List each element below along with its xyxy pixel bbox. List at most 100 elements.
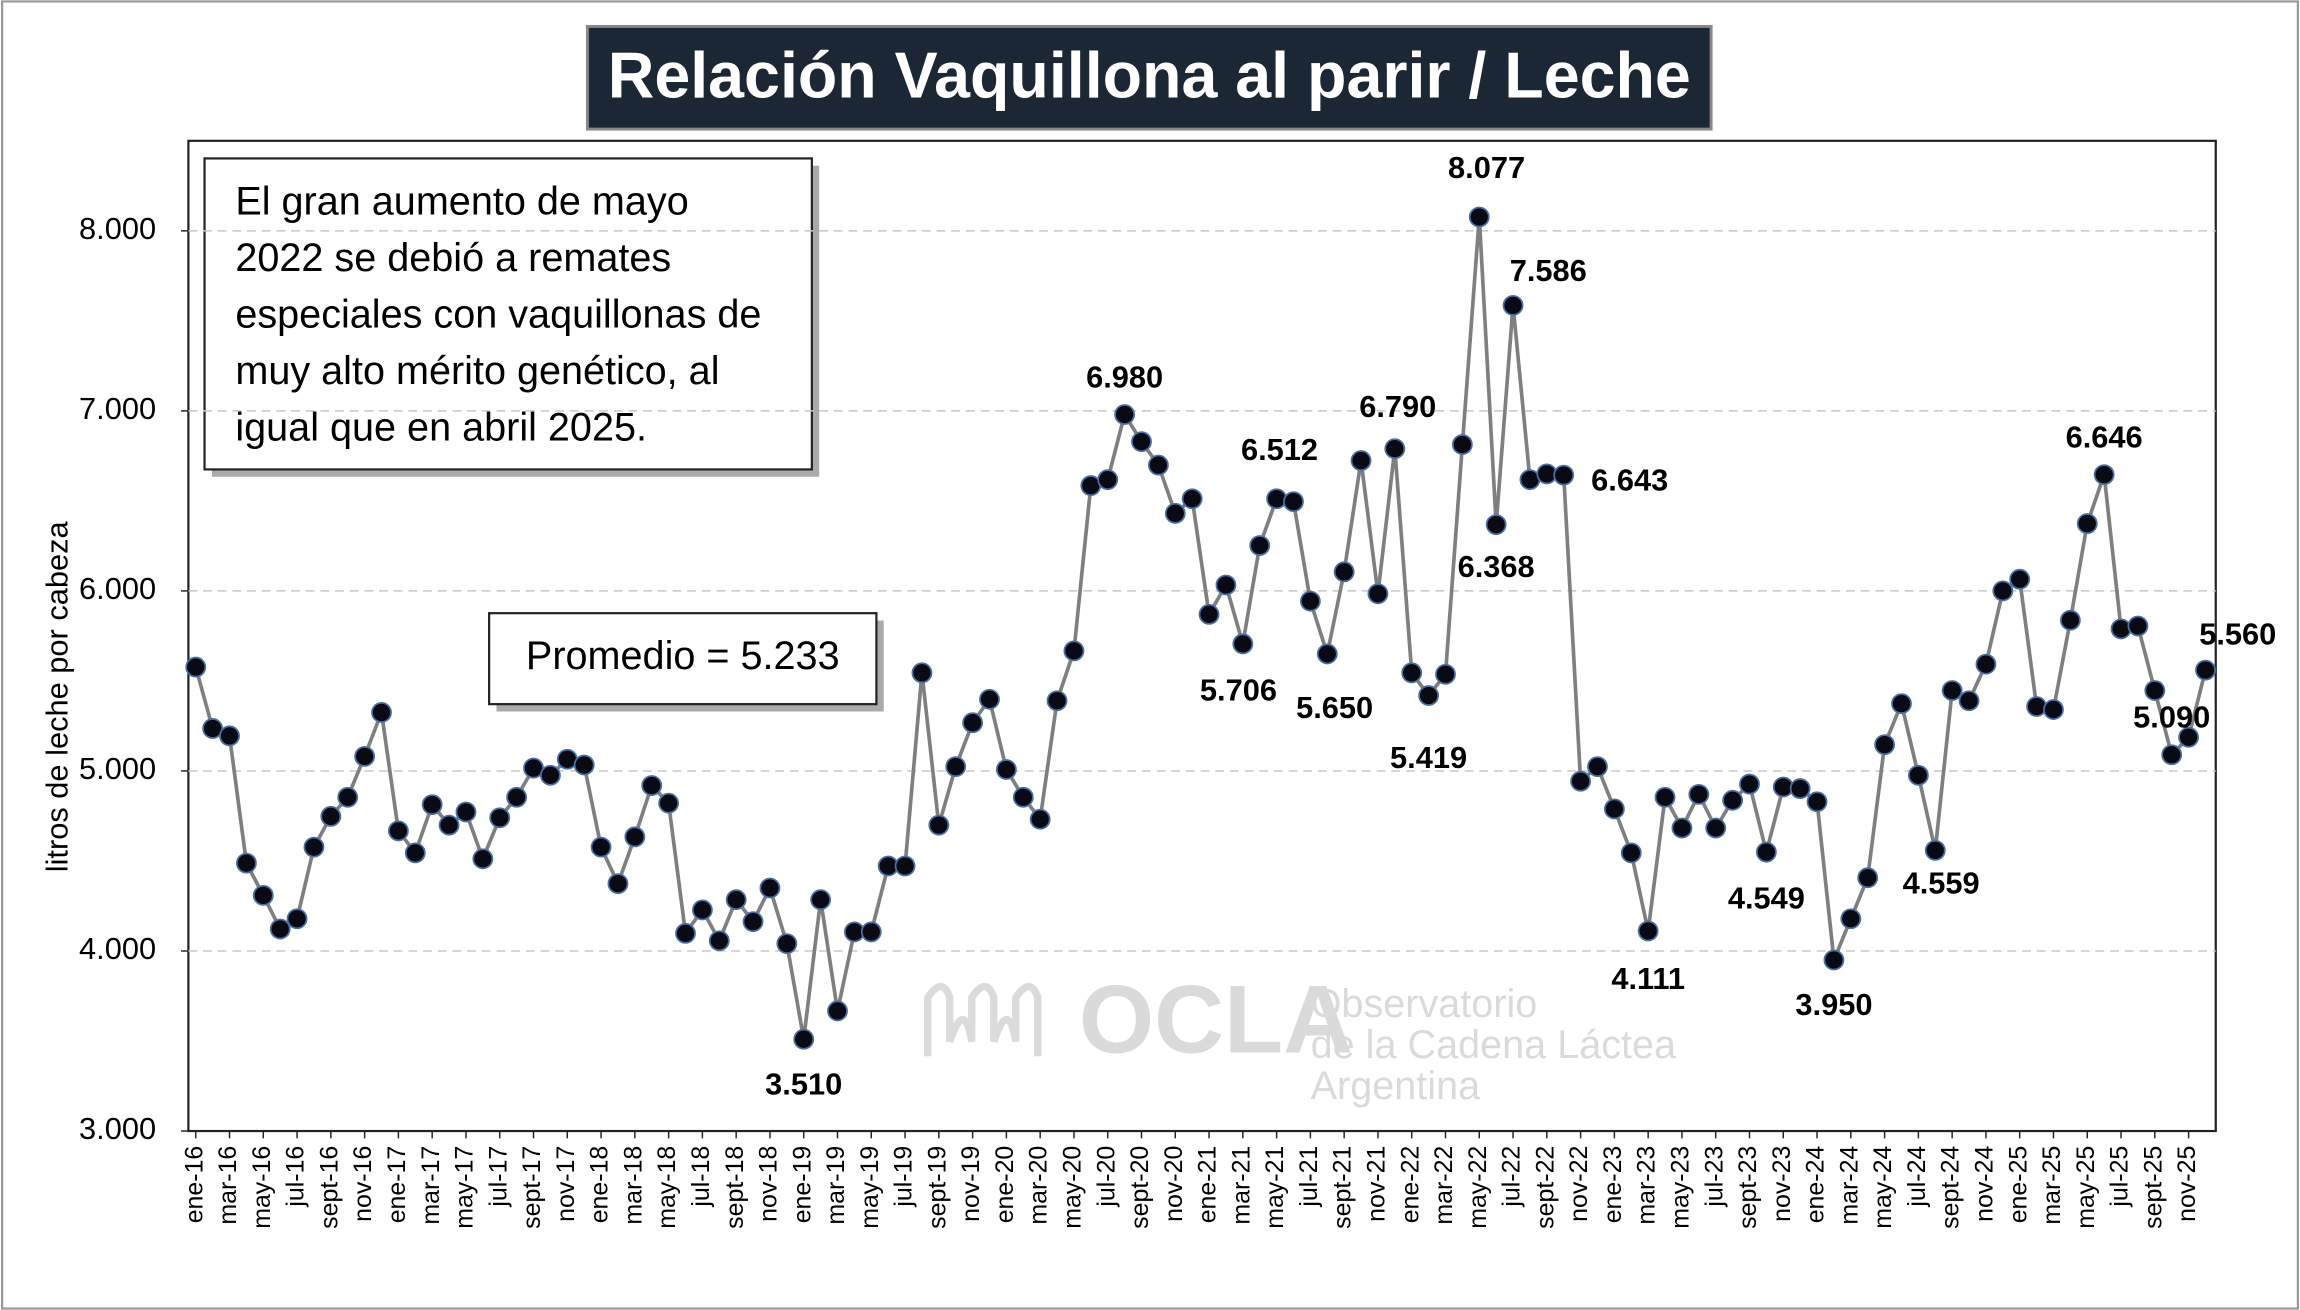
data-point [1671,817,1693,839]
data-point [911,662,933,684]
data-point [624,826,646,848]
data-point [590,836,612,858]
data-point [1603,798,1625,820]
data-point [1874,734,1896,756]
data-point [742,911,764,933]
x-tick-label: ene-18 [586,1146,614,1224]
data-label: 8.077 [1448,150,1525,185]
data-point [1012,786,1034,808]
data-point [1722,789,1744,811]
data-point [675,922,696,944]
x-tick-label: mar-21 [1227,1146,1255,1225]
y-tick-label: 6.000 [79,571,156,606]
data-point [827,1000,848,1022]
data-label: 3.950 [1795,987,1872,1022]
x-tick-label: sept-24 [1937,1146,1965,1229]
data-point [1029,808,1051,830]
data-label: 5.560 [2199,617,2276,652]
data-label: 6.790 [1359,389,1436,424]
data-point [185,656,207,678]
data-point [438,814,460,836]
data-label: 7.586 [1510,253,1587,288]
data-point [1350,450,1372,471]
x-tick-label: mar-20 [1025,1146,1053,1225]
data-point [387,820,409,842]
data-label: 6.643 [1591,463,1668,498]
x-tick-label: jul-17 [484,1146,512,1208]
x-tick-label: jul-23 [1700,1146,1728,1208]
data-point [928,814,950,836]
x-tick-label: sept-18 [721,1146,749,1229]
data-label: 4.549 [1728,881,1805,916]
data-point [269,918,291,940]
data-point [303,836,325,858]
x-tick-label: ene-19 [788,1146,816,1224]
x-tick-label: jul-21 [1295,1146,1323,1208]
x-tick-label: jul-24 [1903,1146,1931,1208]
watermark-text: Argentina [1311,1064,1481,1108]
x-tick-label: jul-20 [1092,1146,1120,1208]
x-tick-label: nov-19 [957,1146,985,1222]
data-label: 6.646 [2066,420,2143,455]
x-tick-label: mar-18 [619,1146,647,1225]
x-tick-label: mar-22 [1430,1146,1458,1225]
data-point [219,725,240,747]
y-tick-label: 8.000 [79,211,156,246]
data-point [1114,404,1136,425]
data-point [2076,513,2098,535]
data-label: 5.706 [1200,672,1277,707]
x-tick-label: jul-19 [890,1146,918,1208]
data-point [894,855,916,877]
x-tick-label: ene-22 [1396,1146,1424,1224]
data-label: 5.090 [2133,700,2210,735]
x-tick-label: mar-24 [1835,1146,1863,1225]
data-point [1215,574,1237,596]
data-point [421,794,443,816]
data-point [1823,949,1845,971]
x-tick-label: may-16 [248,1146,276,1229]
x-tick-label: mar-25 [2038,1146,2066,1225]
x-tick-label: may-24 [1869,1146,1897,1229]
data-point [1097,469,1119,491]
data-point [1502,294,1524,316]
x-tick-label: sept-17 [518,1146,546,1229]
data-point [945,756,967,778]
x-tick-label: mar-17 [417,1146,445,1225]
note-text: especiales con vaquillonas de [235,292,761,336]
data-point [1046,690,1068,712]
data-point [658,792,680,814]
data-point [962,712,984,734]
data-label: 6.980 [1086,359,1163,394]
data-point [1147,454,1169,476]
x-tick-label: jul-16 [282,1146,310,1208]
data-point [1181,488,1203,510]
x-tick-label: sept-16 [315,1146,343,1229]
note-text: igual que en abril 2025. [235,405,647,449]
data-point [2127,615,2149,637]
x-tick-label: nov-22 [1565,1146,1593,1222]
x-tick-label: may-19 [856,1146,884,1229]
x-tick-label: may-18 [653,1146,681,1229]
data-point [1164,502,1186,524]
x-tick-label: jul-25 [2106,1146,2134,1208]
x-tick-label: ene-17 [383,1146,411,1224]
x-tick-label: sept-19 [923,1146,951,1229]
x-tick-label: ene-25 [2004,1146,2032,1224]
data-point [1688,783,1710,805]
data-label: 5.419 [1390,740,1467,775]
data-point [1131,431,1152,453]
data-point [793,1028,815,1050]
x-tick-label: sept-21 [1329,1146,1357,1229]
average-label: Promedio = 5.233 [526,634,840,678]
x-tick-label: ene-23 [1599,1146,1627,1224]
note-text: 2022 se debió a remates [235,236,671,280]
note-text: muy alto mérito genético, al [235,349,719,393]
data-point [2043,699,2064,720]
data-point [1384,438,1406,460]
watermark-text: de la Cadena Láctea [1311,1023,1677,1067]
data-point [607,873,629,895]
data-point [2093,464,2115,486]
data-point [2144,680,2166,701]
y-tick-label: 5.000 [79,751,156,786]
data-point [573,754,595,776]
